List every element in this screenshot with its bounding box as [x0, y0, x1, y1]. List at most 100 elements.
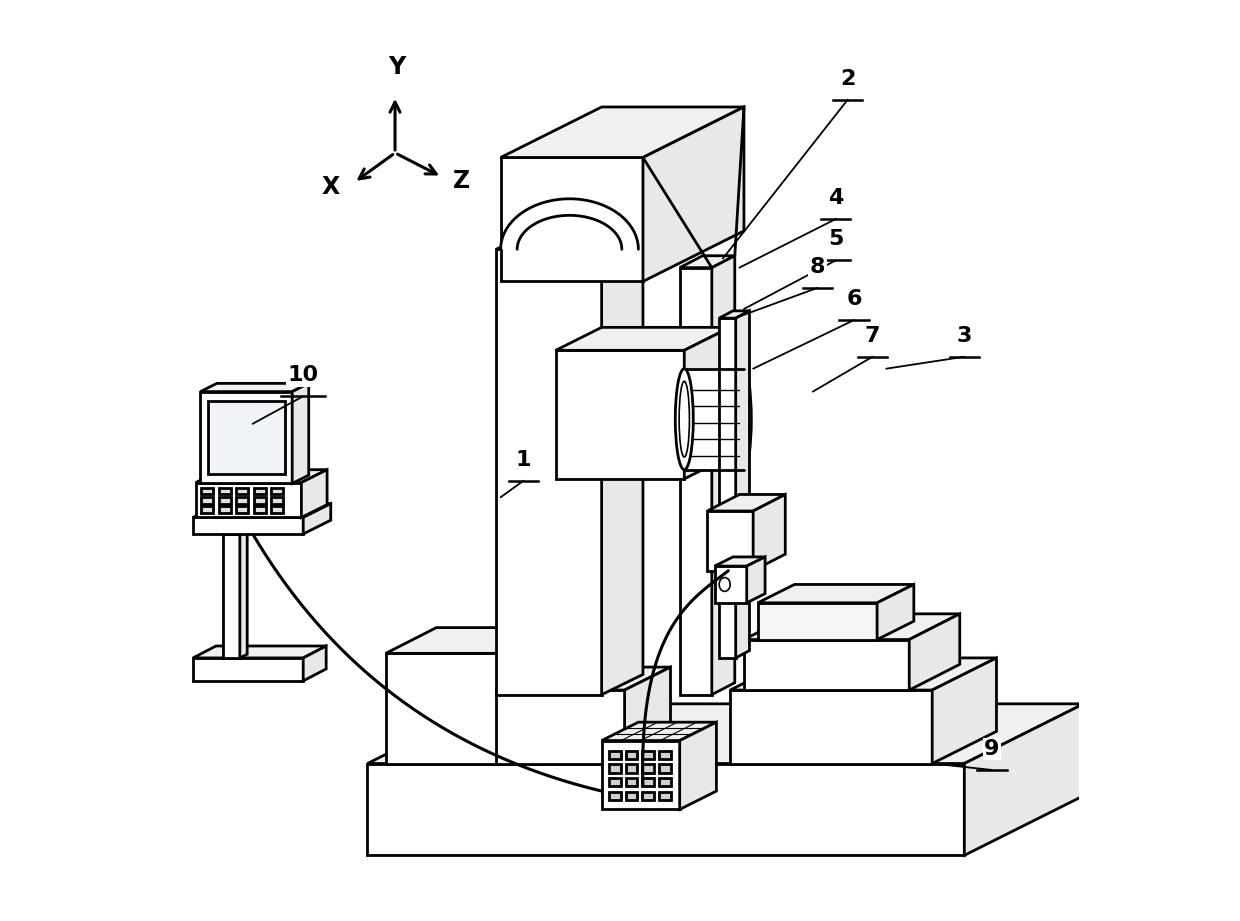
Polygon shape — [501, 107, 744, 157]
Text: 5: 5 — [828, 229, 843, 250]
Polygon shape — [909, 613, 960, 690]
Text: Y: Y — [388, 55, 405, 79]
Polygon shape — [753, 495, 785, 571]
Polygon shape — [684, 327, 730, 479]
Text: 8: 8 — [810, 257, 825, 277]
Polygon shape — [609, 764, 621, 773]
Polygon shape — [196, 483, 301, 518]
Polygon shape — [556, 327, 730, 350]
Polygon shape — [193, 658, 304, 681]
Polygon shape — [201, 497, 213, 504]
Text: 2: 2 — [839, 69, 856, 88]
Ellipse shape — [676, 368, 693, 470]
Polygon shape — [193, 504, 331, 518]
Polygon shape — [735, 310, 749, 658]
Polygon shape — [236, 497, 248, 504]
Polygon shape — [272, 507, 283, 513]
Polygon shape — [542, 627, 593, 764]
Polygon shape — [601, 740, 680, 810]
Polygon shape — [746, 557, 765, 603]
Polygon shape — [304, 504, 331, 534]
Polygon shape — [642, 751, 653, 759]
Polygon shape — [744, 613, 960, 639]
Polygon shape — [208, 401, 285, 474]
Polygon shape — [609, 751, 621, 759]
Polygon shape — [236, 488, 248, 495]
Polygon shape — [556, 350, 684, 479]
Polygon shape — [496, 250, 601, 694]
Polygon shape — [196, 470, 327, 483]
Polygon shape — [609, 792, 621, 800]
Text: X: X — [322, 175, 340, 199]
Polygon shape — [658, 792, 671, 800]
Polygon shape — [680, 256, 735, 268]
Polygon shape — [293, 383, 309, 484]
Polygon shape — [625, 764, 637, 773]
Polygon shape — [236, 507, 248, 513]
Polygon shape — [304, 646, 326, 681]
Polygon shape — [272, 488, 283, 495]
Polygon shape — [496, 229, 644, 250]
Polygon shape — [714, 557, 765, 566]
Polygon shape — [642, 792, 653, 800]
Polygon shape — [201, 391, 293, 484]
Polygon shape — [719, 318, 735, 658]
Polygon shape — [877, 585, 914, 639]
Polygon shape — [758, 603, 877, 639]
Polygon shape — [684, 368, 744, 470]
Polygon shape — [201, 488, 213, 495]
Polygon shape — [744, 639, 909, 690]
Polygon shape — [193, 518, 304, 534]
Polygon shape — [254, 497, 265, 504]
Text: 3: 3 — [956, 326, 972, 345]
Polygon shape — [730, 658, 997, 690]
Text: 7: 7 — [864, 326, 880, 345]
Polygon shape — [386, 653, 542, 764]
Text: Z: Z — [454, 169, 470, 193]
Polygon shape — [193, 646, 326, 658]
Polygon shape — [658, 764, 671, 773]
Text: 9: 9 — [985, 739, 999, 759]
Polygon shape — [719, 310, 749, 318]
Polygon shape — [680, 722, 717, 810]
Polygon shape — [758, 585, 914, 603]
Text: 1: 1 — [516, 449, 531, 470]
Polygon shape — [272, 497, 283, 504]
Polygon shape — [932, 658, 997, 764]
Polygon shape — [625, 751, 637, 759]
Polygon shape — [254, 488, 265, 495]
Polygon shape — [601, 229, 644, 694]
Polygon shape — [496, 667, 671, 690]
Polygon shape — [223, 530, 247, 534]
Polygon shape — [223, 534, 239, 658]
Text: 6: 6 — [847, 289, 862, 309]
Polygon shape — [625, 667, 671, 764]
Polygon shape — [625, 792, 637, 800]
Polygon shape — [714, 566, 746, 603]
Polygon shape — [680, 268, 712, 694]
Ellipse shape — [737, 368, 751, 470]
Polygon shape — [609, 778, 621, 787]
Ellipse shape — [719, 577, 730, 591]
Polygon shape — [218, 488, 231, 495]
Polygon shape — [367, 764, 965, 856]
Ellipse shape — [680, 381, 689, 457]
Polygon shape — [218, 507, 231, 513]
Polygon shape — [730, 690, 932, 764]
Text: 10: 10 — [288, 366, 319, 385]
Polygon shape — [625, 778, 637, 787]
Polygon shape — [367, 704, 1084, 764]
Polygon shape — [965, 704, 1084, 856]
Polygon shape — [218, 497, 231, 504]
Polygon shape — [201, 383, 309, 391]
Polygon shape — [658, 778, 671, 787]
Polygon shape — [707, 511, 753, 571]
Polygon shape — [707, 495, 785, 511]
Polygon shape — [501, 199, 639, 250]
Polygon shape — [642, 764, 653, 773]
Polygon shape — [644, 107, 744, 282]
Polygon shape — [239, 530, 247, 658]
Polygon shape — [601, 722, 717, 740]
Polygon shape — [658, 751, 671, 759]
Polygon shape — [386, 627, 593, 653]
